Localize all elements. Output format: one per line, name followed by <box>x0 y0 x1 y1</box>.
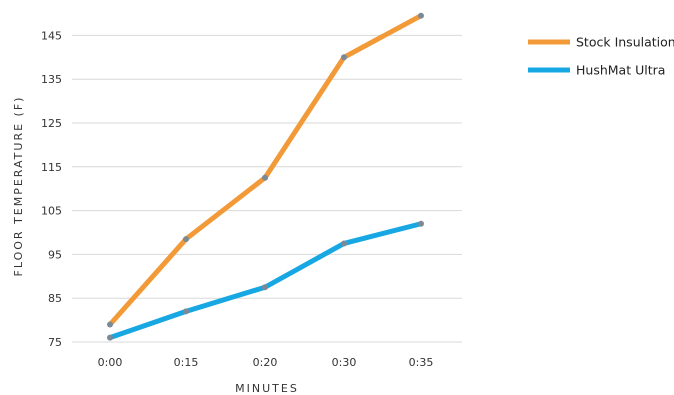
y-tick-label: 145 <box>41 29 62 42</box>
y-axis-label: FLOOR TEMPERATURE (F) <box>12 96 25 277</box>
legend-label-stock-insulation: Stock Insulation <box>576 35 674 50</box>
data-point <box>418 12 424 19</box>
data-point <box>183 308 189 315</box>
y-tick-label: 95 <box>48 248 62 261</box>
y-tick-label: 125 <box>41 117 62 130</box>
series-line-0 <box>107 13 424 327</box>
data-point <box>418 220 424 227</box>
x-tick-label: 0:30 <box>332 356 357 369</box>
data-point <box>262 174 268 181</box>
y-tick-label: 135 <box>41 73 62 86</box>
data-point <box>341 54 347 61</box>
data-point <box>341 240 347 247</box>
y-tick-label: 115 <box>41 161 62 174</box>
y-tick-label: 75 <box>48 336 62 349</box>
y-tick-label: 105 <box>41 205 62 218</box>
x-axis-label: MINUTES <box>235 382 299 395</box>
x-tick-label: 0:35 <box>409 356 434 369</box>
legend: Stock Insulation HushMat Ultra <box>528 35 674 78</box>
x-tick-label: 0:20 <box>253 356 278 369</box>
data-point <box>107 334 113 341</box>
x-tick-label: 0:15 <box>174 356 199 369</box>
legend-label-hushmat-ultra: HushMat Ultra <box>576 63 665 78</box>
series-points <box>107 12 424 341</box>
x-tick-label: 0:00 <box>98 356 123 369</box>
y-axis-ticks: 75 85 95 105 115 125 135 145 <box>41 29 62 349</box>
data-point <box>183 236 189 243</box>
series-line-1 <box>107 221 424 341</box>
y-tick-label: 85 <box>48 292 62 305</box>
data-point <box>262 284 268 291</box>
x-axis-ticks: 0:00 0:15 0:20 0:30 0:35 <box>98 356 434 369</box>
data-point <box>107 321 113 328</box>
gridlines <box>72 34 462 343</box>
